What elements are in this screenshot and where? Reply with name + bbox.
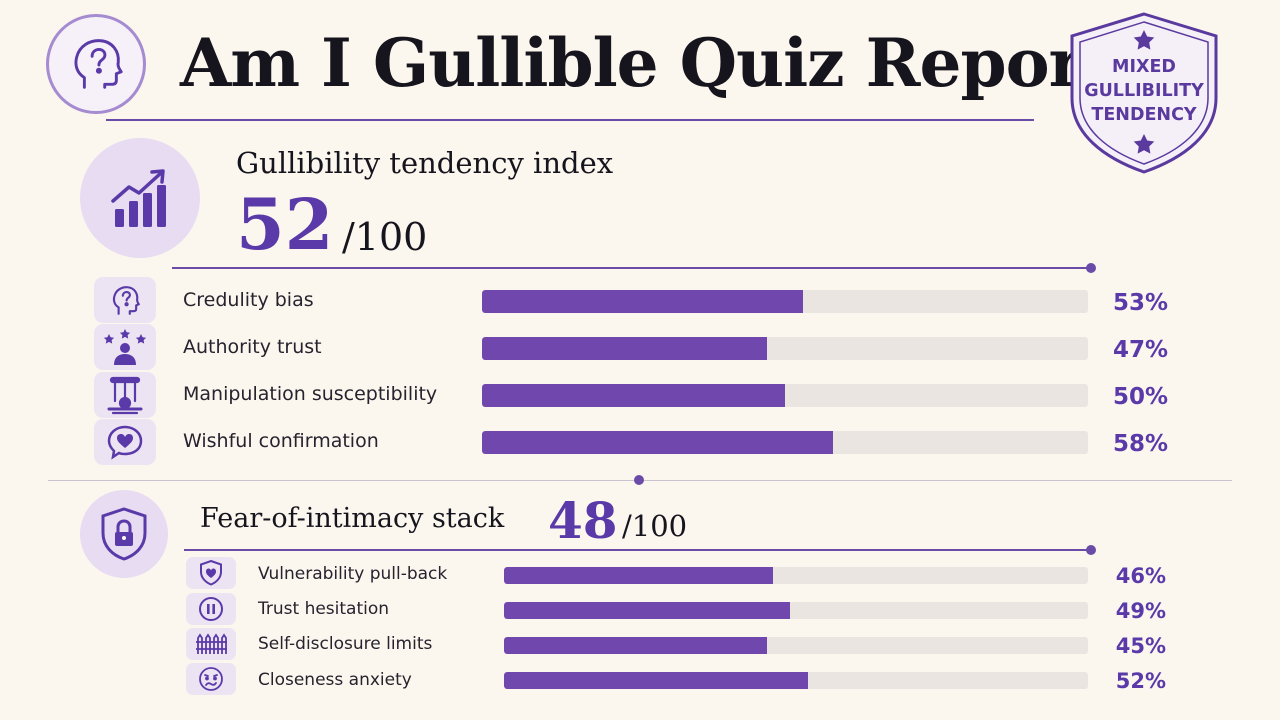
row-label: Closeness anxiety <box>258 670 412 690</box>
row-percent: 52% <box>1115 669 1166 693</box>
heart-bubble-icon <box>94 419 156 465</box>
page-title: Am I Gullible Quiz Report <box>180 24 1113 102</box>
separator-dot <box>634 475 644 485</box>
progress-fill <box>504 602 791 619</box>
shield-lock-icon <box>80 490 168 578</box>
progress-fill <box>504 672 808 689</box>
intimacy-title: Fear-of-intimacy stack <box>200 503 505 534</box>
intimacy-divider <box>184 549 1090 551</box>
progress-fill <box>482 290 804 313</box>
progress-track <box>482 337 1088 360</box>
intimacy-score-max: /100 <box>622 509 688 543</box>
gullibility-divider <box>172 267 1090 269</box>
progress-fill <box>504 567 773 584</box>
progress-track <box>504 672 1088 689</box>
gullibility-title: Gullibility tendency index <box>236 146 614 180</box>
tendency-badge: MIXED GULLIBILITY TENDENCY <box>1064 10 1224 176</box>
row-label: Vulnerability pull-back <box>258 564 448 584</box>
row-label: Self-disclosure limits <box>258 634 433 654</box>
progress-track <box>482 431 1088 454</box>
progress-fill <box>482 431 834 454</box>
progress-fill <box>482 384 785 407</box>
pause-icon <box>186 593 236 625</box>
divider-dot <box>1086 263 1096 273</box>
row-label: Credulity bias <box>183 289 314 311</box>
row-percent: 46% <box>1115 564 1166 588</box>
intimacy-score: 48 <box>548 491 618 550</box>
title-divider <box>106 119 1034 121</box>
anxious-face-icon <box>186 663 236 695</box>
shield-heart-icon <box>186 557 236 589</box>
gullibility-score: 52 <box>236 183 334 266</box>
row-percent: 50% <box>1112 384 1168 410</box>
progress-track <box>482 290 1088 313</box>
row-percent: 58% <box>1112 431 1168 457</box>
progress-fill <box>504 637 767 654</box>
progress-fill <box>482 337 767 360</box>
person-stars-icon <box>94 324 156 370</box>
badge-line-2: GULLIBILITY <box>1084 81 1204 101</box>
progress-track <box>504 567 1088 584</box>
head-question-icon <box>94 277 156 323</box>
fence-icon <box>186 628 236 660</box>
divider-dot <box>1086 545 1096 555</box>
progress-track <box>504 637 1088 654</box>
row-label: Authority trust <box>183 336 322 358</box>
badge-line-3: TENDENCY <box>1091 105 1197 125</box>
shield-star-icon <box>1070 12 1218 174</box>
row-label: Manipulation susceptibility <box>183 383 438 405</box>
row-percent: 53% <box>1112 290 1168 316</box>
row-label: Wishful confirmation <box>183 430 379 452</box>
puppet-icon <box>94 372 156 418</box>
row-percent: 49% <box>1115 599 1166 623</box>
row-percent: 45% <box>1115 634 1166 658</box>
row-percent: 47% <box>1112 337 1168 363</box>
row-label: Trust hesitation <box>258 599 390 619</box>
badge-line-1: MIXED <box>1112 57 1176 77</box>
progress-track <box>482 384 1088 407</box>
trend-chart-icon <box>80 138 200 258</box>
progress-track <box>504 602 1088 619</box>
gullibility-score-max: /100 <box>342 215 428 259</box>
head-question-icon <box>46 14 146 114</box>
